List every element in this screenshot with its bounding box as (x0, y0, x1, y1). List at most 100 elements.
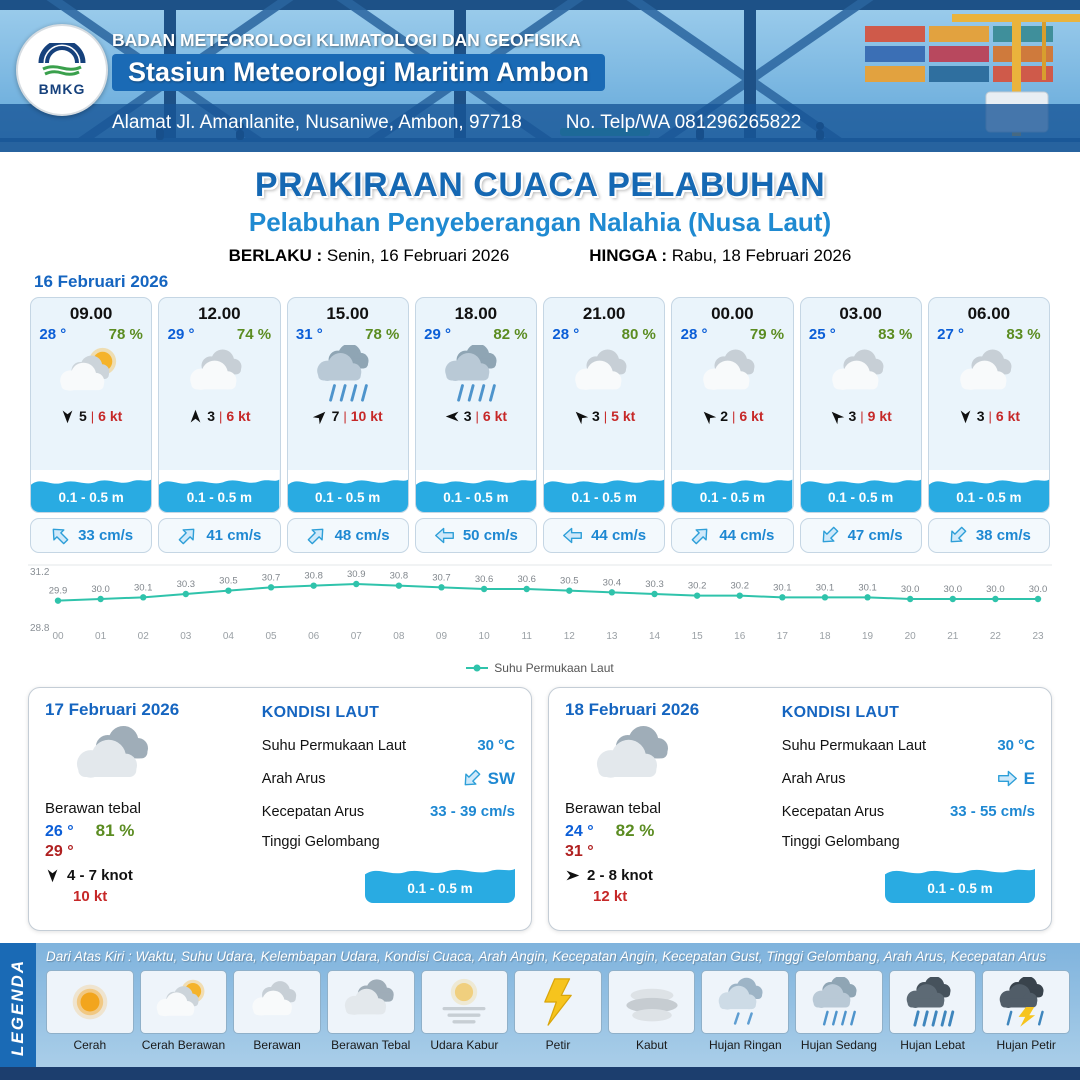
kondisi-laut-title: KONDISI LAUT (261, 704, 380, 721)
legend-icon-petir (514, 970, 602, 1034)
svg-text:30.3: 30.3 (645, 579, 664, 590)
max-temperature: 31 ° (565, 843, 594, 860)
forecast-time: 18.00 (454, 304, 498, 323)
air-temperature: 27 ° (937, 326, 965, 343)
current-box: 50 cm/s (414, 518, 537, 553)
wind-gust: 6 kt (98, 408, 123, 424)
svg-text:30.0: 30.0 (944, 584, 963, 595)
bmkg-logo: BMKG (16, 24, 108, 116)
current-direction-value: SW (461, 768, 515, 789)
current-speed: 44 cm/s (591, 527, 647, 544)
wind-direction-arrow-icon (309, 405, 330, 426)
weather-icon-berawan (688, 343, 776, 405)
svg-text:07: 07 (351, 631, 363, 642)
weather-icon-berawan (945, 343, 1033, 405)
wind-row: 3 | 6 kt (445, 405, 507, 427)
weather-condition: Berawan tebal (45, 800, 141, 817)
current-direction-arrow-icon (686, 521, 716, 551)
wave-height: 0.1 - 0.5 m (415, 470, 536, 512)
humidity: 83 % (878, 326, 913, 343)
current-direction-arrow-icon (997, 768, 1018, 789)
humidity: 82 % (615, 821, 655, 840)
svg-text:30.7: 30.7 (262, 572, 281, 583)
legend-item-label: Cerah (73, 1038, 107, 1052)
summary-date: 18 Februari 2026 (565, 700, 700, 719)
current-direction-arrow-icon (434, 525, 455, 546)
wind-direction-arrow-icon (45, 868, 60, 883)
wave-height-value: 0.1 - 0.5 m (58, 490, 124, 506)
svg-text:30.1: 30.1 (134, 582, 153, 593)
legend-item: Cerah (46, 970, 134, 1052)
svg-text:01: 01 (95, 631, 107, 642)
weather-icon-berawan (817, 343, 905, 405)
current-box: 44 cm/s (671, 518, 794, 553)
current-direction-arrow-icon (301, 521, 331, 551)
forecast-cards-row: 09.00 28 ° 78 % 5 | 6 kt 0.1 - 0.5 m 33 … (0, 297, 1080, 553)
phone-text: No. Telp/WA 081296265822 (565, 112, 802, 133)
summary-right: KONDISI LAUT Suhu Permukaan Laut 30 °C A… (782, 700, 1035, 918)
wave-height-label: Tinggi Gelombang (261, 834, 380, 850)
forecast-column: 00.00 28 ° 79 % 2 | 6 kt 0.1 - 0.5 m 44 … (671, 297, 794, 553)
wind-row: 4 - 7 knot (45, 867, 252, 884)
legend-item: Udara Kabur (420, 970, 509, 1052)
svg-text:30.1: 30.1 (858, 582, 877, 593)
svg-text:30.9: 30.9 (347, 569, 366, 580)
wind-row: 2 - 8 knot (565, 867, 772, 884)
wind-gust: 9 kt (867, 408, 892, 424)
current-direction-text: E (1023, 768, 1035, 788)
svg-text:30.0: 30.0 (1029, 584, 1048, 595)
wave-height: 0.1 - 0.5 m (800, 470, 921, 512)
crane (952, 14, 1080, 136)
legend-main: Dari Atas Kiri : Waktu, Suhu Udara, Kele… (36, 943, 1080, 1071)
wave-graphic: 0.1 - 0.5 m (415, 470, 536, 512)
wind-gust: 10 kt (350, 408, 383, 424)
svg-text:02: 02 (138, 631, 150, 642)
wind-speed: 7 (331, 408, 340, 424)
legend-item-label: Berawan (253, 1038, 301, 1052)
temp-row: 24 ° 82 % (565, 821, 772, 841)
daily-summary-row: 17 Februari 2026 Berawan tebal 26 ° 81 %… (28, 687, 1052, 931)
weather-icon-berawan (175, 343, 263, 405)
current-box: 41 cm/s (158, 518, 281, 553)
wave-graphic: 0.1 - 0.5 m (544, 470, 665, 512)
svg-text:20: 20 (905, 631, 917, 642)
wave-graphic: 0.1 - 0.5 m (672, 470, 793, 512)
humidity: 82 % (493, 326, 528, 343)
svg-text:30.2: 30.2 (688, 581, 707, 592)
bmkg-logo-mark (38, 43, 86, 76)
wind-speed: 3 (463, 408, 472, 424)
sea-temp-row: Suhu Permukaan Laut 30 °C (782, 737, 1035, 754)
forecast-card: 06.00 27 ° 83 % 3 | 6 kt 0.1 - 0.5 m (927, 297, 1050, 513)
forecast-time: 09.00 (69, 304, 113, 323)
wave-height-value: 0.1 - 0.5 m (186, 490, 253, 506)
wind-speed: 3 (848, 408, 857, 424)
current-direction-text: SW (487, 768, 515, 788)
svg-text:00: 00 (52, 631, 64, 642)
forecast-card: 15.00 31 ° 78 % 7 | 10 kt 0.1 - 0.5 m (286, 297, 409, 513)
current-direction-label: Arah Arus (261, 770, 326, 787)
separator: | (219, 408, 223, 424)
legend-item-label: Kabut (635, 1038, 668, 1052)
wind-gust: 10 kt (73, 888, 108, 905)
current-speed-label: Kecepatan Arus (781, 803, 885, 820)
agency-name: BADAN METEOROLOGI KLIMATOLOGI DAN GEOFIS… (112, 30, 581, 50)
wave-height: 0.1 - 0.5 m (31, 470, 152, 512)
wind-range: 2 - 8 knot (587, 867, 653, 884)
title-block: PRAKIRAAN CUACA PELABUHAN Pelabuhan Peny… (0, 152, 1080, 266)
humidity: 79 % (749, 326, 785, 343)
legend-icon-berawan (233, 970, 321, 1034)
legend-item-label: Berawan Tebal (331, 1038, 411, 1052)
svg-text:14: 14 (649, 631, 661, 642)
current-box: 44 cm/s (543, 518, 666, 553)
forecast-column: 12.00 29 ° 74 % 3 | 6 kt 0.1 - 0.5 m 41 … (158, 297, 281, 553)
forecast-column: 06.00 27 ° 83 % 3 | 6 kt 0.1 - 0.5 m 38 … (927, 297, 1050, 553)
svg-text:30.6: 30.6 (475, 574, 494, 585)
legend-item: Hujan Sedang (795, 970, 883, 1052)
wind-row: 5 | 6 kt (60, 405, 122, 427)
current-box: 38 cm/s (927, 518, 1050, 553)
svg-text:16: 16 (734, 631, 746, 642)
wind-direction-arrow-icon (570, 405, 591, 426)
wind-gust: 6 kt (739, 408, 764, 424)
forecast-column: 21.00 28 ° 80 % 3 | 5 kt 0.1 - 0.5 m 44 … (543, 297, 666, 553)
station-name: Stasiun Meteorologi Maritim Ambon (112, 54, 606, 91)
